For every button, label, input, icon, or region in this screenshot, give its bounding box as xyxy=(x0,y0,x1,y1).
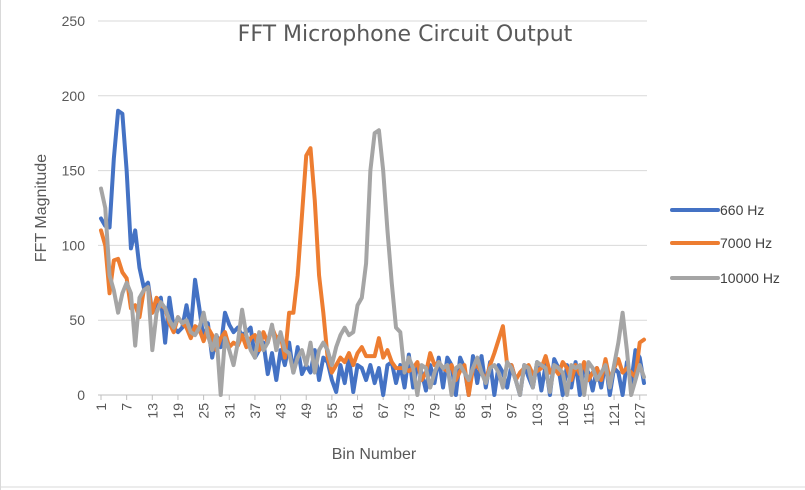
x-tick-label: 109 xyxy=(555,403,571,427)
x-tick-label: 55 xyxy=(324,403,340,419)
legend-label: 7000 Hz xyxy=(720,235,772,251)
y-tick-label: 250 xyxy=(62,13,86,29)
legend-label: 660 Hz xyxy=(720,202,764,218)
axes: 0 50 100 150 200 250 1 7 13 19 25 31 37 43 49 55 61 67 73 7… xyxy=(62,13,648,426)
series-line-3 xyxy=(99,128,646,397)
x-tick-label: 97 xyxy=(503,403,519,419)
x-tick-label: 13 xyxy=(144,403,160,419)
x-tick-label: 19 xyxy=(170,403,186,419)
x-tick-label: 25 xyxy=(196,403,212,419)
y-tick-label: 200 xyxy=(62,88,86,104)
y-tick-label: 150 xyxy=(62,163,86,179)
x-tick-label: 31 xyxy=(221,403,237,419)
x-tick-label: 61 xyxy=(350,403,366,419)
y-axis-title: FFT Magnitude xyxy=(33,154,50,262)
x-axis-title: Bin Number xyxy=(332,446,417,463)
legend-label: 10000 Hz xyxy=(720,270,780,286)
x-tick-label: 115 xyxy=(580,403,596,426)
x-tick-label: 79 xyxy=(426,403,442,419)
x-tick-label: 37 xyxy=(247,403,263,419)
chart-title: FFT Microphone Circuit Output xyxy=(238,22,573,47)
x-tick-label: 91 xyxy=(478,403,494,419)
x-tick-label: 103 xyxy=(529,403,545,427)
x-tick-label: 43 xyxy=(273,403,289,419)
series-lines xyxy=(99,108,646,397)
x-tick-label: 1 xyxy=(93,403,109,411)
x-tick-label: 121 xyxy=(606,403,622,427)
x-tick-label: 85 xyxy=(452,403,468,419)
x-tick-label: 127 xyxy=(632,403,648,427)
y-tick-label: 100 xyxy=(62,237,86,253)
x-tick-label: 7 xyxy=(119,403,135,411)
legend: 660 Hz 7000 Hz 10000 Hz xyxy=(670,202,780,286)
x-tick-label: 67 xyxy=(375,403,391,419)
x-tick-label: 73 xyxy=(401,403,417,419)
y-tick-label: 0 xyxy=(77,387,85,403)
y-tick-label: 50 xyxy=(69,312,85,328)
x-tick-label: 49 xyxy=(298,403,314,419)
